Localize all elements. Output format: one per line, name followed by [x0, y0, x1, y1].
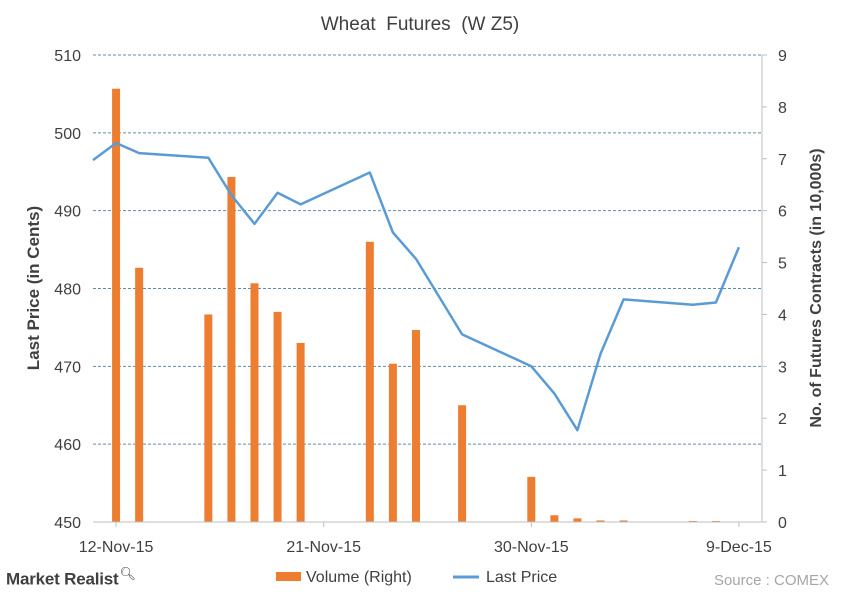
- right-tick-label: 4: [778, 307, 787, 324]
- volume-bar: [596, 520, 605, 522]
- volume-bar: [112, 88, 121, 522]
- right-tick-label: 1: [778, 463, 787, 480]
- volume-bar: [227, 176, 236, 522]
- x-tick-label: 30-Nov-15: [494, 539, 569, 556]
- left-tick-label: 470: [54, 359, 81, 376]
- right-tick-label: 2: [778, 411, 787, 428]
- gridlines: [93, 54, 762, 445]
- volume-bar: [273, 311, 282, 522]
- last-price-line: [92, 141, 741, 432]
- right-tick-label: 6: [778, 204, 787, 221]
- legend-swatch-volume: [276, 572, 301, 581]
- left-axis-ticks: 450 460 470 480 490 500 510: [54, 48, 81, 532]
- x-tick-label: 12-Nov-15: [79, 539, 154, 556]
- volume-bar: [688, 520, 697, 522]
- volume-bars: [112, 88, 720, 523]
- brand-name: Market Realist: [6, 569, 119, 589]
- x-axis-ticks: 12-Nov-15 21-Nov-15 30-Nov-15 9-Dec-15: [79, 522, 772, 556]
- volume-bar: [296, 342, 305, 522]
- brand-logo: Market Realist🔍︎: [6, 566, 136, 590]
- volume-bar: [458, 405, 467, 522]
- right-tick-label: 3: [778, 359, 787, 376]
- right-tick-label: 5: [778, 256, 787, 273]
- left-axis-label: Last Price (in Cents): [24, 206, 43, 370]
- volume-bar: [250, 283, 259, 522]
- volume-bar: [388, 363, 397, 522]
- left-tick-label: 450: [54, 515, 81, 532]
- right-tick-label: 9: [778, 48, 787, 65]
- volume-bar: [365, 241, 374, 523]
- left-tick-label: 480: [54, 282, 81, 299]
- volume-bar: [135, 267, 144, 522]
- volume-bar: [550, 515, 559, 522]
- magnifier-icon: 🔍︎: [119, 566, 136, 581]
- legend-label-volume: Volume (Right): [306, 569, 412, 586]
- chart-title: Wheat Futures (W Z5): [321, 14, 519, 35]
- right-axis-label: No. of Futures Contracts (in 10,000s): [808, 148, 825, 427]
- volume-bar: [573, 518, 582, 522]
- volume-bar: [204, 314, 213, 522]
- legend: Volume (Right) Last Price: [276, 569, 557, 586]
- legend-label-price: Last Price: [486, 569, 557, 586]
- volume-bar: [711, 520, 720, 522]
- right-tick-label: 0: [778, 515, 787, 532]
- volume-bar: [527, 476, 536, 522]
- volume-bar: [411, 330, 420, 522]
- volume-bar: [619, 520, 628, 522]
- x-tick-label: 21-Nov-15: [286, 539, 361, 556]
- axes: [93, 55, 763, 523]
- right-tick-label: 8: [778, 100, 787, 117]
- left-tick-label: 460: [54, 437, 81, 454]
- x-tick-label: 9-Dec-15: [706, 539, 772, 556]
- left-tick-label: 490: [54, 204, 81, 221]
- right-tick-label: 7: [778, 152, 787, 169]
- source-note: Source : COMEX: [713, 572, 829, 589]
- last-price-series: [92, 141, 741, 432]
- left-tick-label: 500: [54, 126, 81, 143]
- right-axis-ticks: 0 1 2 3 4 5 6 7 8 9: [762, 48, 787, 532]
- left-tick-label: 510: [54, 48, 81, 65]
